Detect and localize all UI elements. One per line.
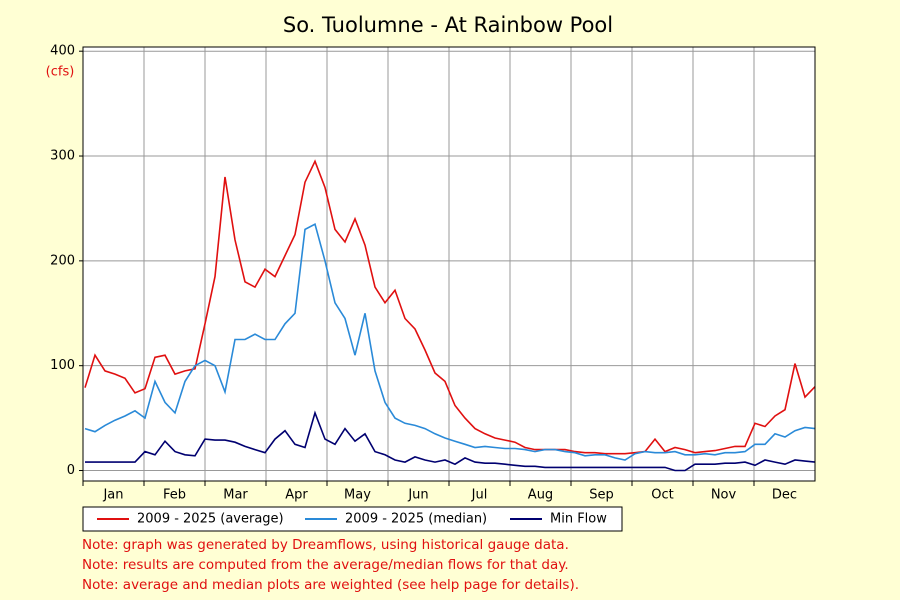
y-tick-label: 100 (50, 358, 75, 373)
x-tick-label: Dec (772, 488, 797, 503)
y-axis-label: (cfs) (46, 65, 75, 80)
x-tick-label: Jul (471, 488, 488, 503)
x-tick-label: Feb (163, 488, 186, 503)
note: Note: graph was generated by Dreamflows,… (82, 537, 569, 553)
note: Note: average and median plots are weigh… (82, 577, 579, 593)
series-line (85, 410, 816, 472)
y-tick-label: 0 (67, 463, 75, 478)
x-tick-label: Jun (407, 488, 428, 503)
series-line (84, 223, 816, 461)
legend-label: 2009 - 2025 (median) (345, 512, 487, 527)
y-tick-label: 300 (50, 149, 75, 164)
chart-title: So. Tuolumne - At Rainbow Pool (283, 13, 613, 37)
note: Note: results are computed from the aver… (82, 557, 569, 573)
x-tick-label: Mar (223, 488, 248, 503)
y-tick-label: 400 (50, 44, 75, 59)
x-tick-label: Apr (285, 488, 308, 503)
x-tick-label: Oct (651, 488, 673, 503)
legend-label: 2009 - 2025 (average) (137, 512, 284, 527)
x-tick-label: Sep (589, 488, 614, 503)
x-tick-label: Jan (102, 488, 123, 503)
x-tick-label: May (344, 488, 371, 503)
x-tick-label: Nov (711, 488, 737, 503)
x-tick-label: Aug (528, 488, 553, 503)
series-line (84, 159, 816, 455)
legend-label: Min Flow (550, 512, 607, 527)
y-tick-label: 200 (50, 253, 75, 268)
plot-frame (82, 46, 816, 482)
